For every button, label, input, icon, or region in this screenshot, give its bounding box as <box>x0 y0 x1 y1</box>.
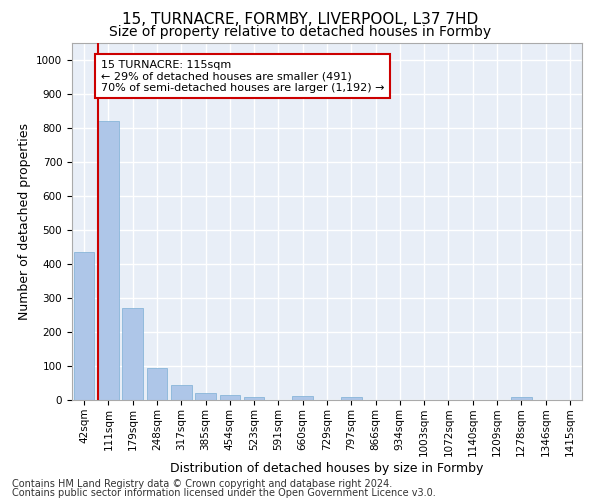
Text: 15, TURNACRE, FORMBY, LIVERPOOL, L37 7HD: 15, TURNACRE, FORMBY, LIVERPOOL, L37 7HD <box>122 12 478 28</box>
Bar <box>292 396 313 400</box>
Bar <box>146 368 167 400</box>
Bar <box>220 395 240 400</box>
Bar <box>195 392 216 400</box>
Text: Size of property relative to detached houses in Formby: Size of property relative to detached ho… <box>109 25 491 39</box>
Text: 15 TURNACRE: 115sqm
← 29% of detached houses are smaller (491)
70% of semi-detac: 15 TURNACRE: 115sqm ← 29% of detached ho… <box>101 60 385 92</box>
Text: Contains public sector information licensed under the Open Government Licence v3: Contains public sector information licen… <box>12 488 436 498</box>
Y-axis label: Number of detached properties: Number of detached properties <box>17 122 31 320</box>
Bar <box>511 398 532 400</box>
Bar <box>122 308 143 400</box>
Bar <box>341 396 362 400</box>
Bar <box>74 252 94 400</box>
Bar <box>244 396 265 400</box>
Bar <box>171 384 191 400</box>
X-axis label: Distribution of detached houses by size in Formby: Distribution of detached houses by size … <box>170 462 484 475</box>
Text: Contains HM Land Registry data © Crown copyright and database right 2024.: Contains HM Land Registry data © Crown c… <box>12 479 392 489</box>
Bar <box>98 121 119 400</box>
